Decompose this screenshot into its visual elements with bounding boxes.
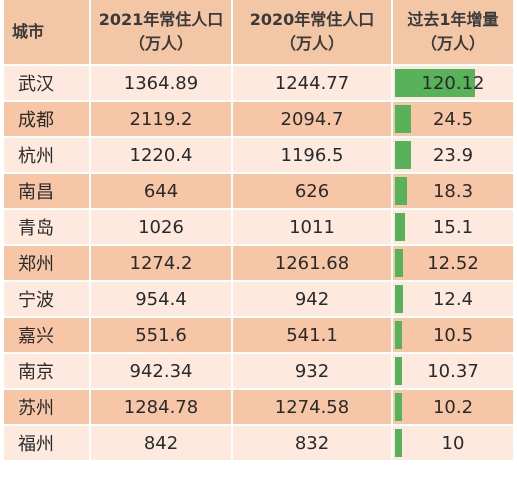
city-cell: 苏州 (4, 390, 91, 426)
city-cell: 成都 (4, 102, 91, 138)
pop-2020-cell: 832 (233, 426, 393, 462)
pop-2021-cell: 1364.89 (91, 66, 233, 102)
increase-bar (395, 249, 404, 277)
table-row: 苏州 1284.78 1274.58 10.2 (4, 390, 513, 426)
pop-2021-cell: 942.34 (91, 354, 233, 390)
increase-cell: 12.52 (393, 246, 513, 282)
header-row: 城市 2021年常住人口 （万人） 2020年常住人口 （万人） 过去1年增量 … (4, 0, 513, 66)
pop-2021-cell: 954.4 (91, 282, 233, 318)
pop-2021-cell: 1284.78 (91, 390, 233, 426)
pop-2021-cell: 644 (91, 174, 233, 210)
pop-2020-cell: 1274.58 (233, 390, 393, 426)
pop-2021-cell: 842 (91, 426, 233, 462)
city-cell: 青岛 (4, 210, 91, 246)
city-cell: 武汉 (4, 66, 91, 102)
increase-bar (395, 213, 406, 241)
increase-bar (395, 357, 402, 385)
increase-value: 10.5 (432, 324, 474, 346)
increase-value: 12.4 (432, 288, 474, 310)
pop-2021-cell: 2119.2 (91, 102, 233, 138)
pop-2021-cell: 1220.4 (91, 138, 233, 174)
population-table: 城市 2021年常住人口 （万人） 2020年常住人口 （万人） 过去1年增量 … (4, 0, 513, 462)
table-row: 南昌 644 626 18.3 (4, 174, 513, 210)
increase-bar (395, 429, 402, 457)
table-body: 武汉 1364.89 1244.77 120.12 成都 2119.2 2094.7 24.5… (4, 66, 513, 462)
city-cell: 郑州 (4, 246, 91, 282)
increase-cell: 23.9 (393, 138, 513, 174)
increase-bar (395, 177, 408, 205)
header-pop-2021-line1: 2021年常住人口 (98, 10, 224, 29)
pop-2020-cell: 2094.7 (233, 102, 393, 138)
table-row: 郑州 1274.2 1261.68 12.52 (4, 246, 513, 282)
increase-cell: 10.2 (393, 390, 513, 426)
header-increase-line1: 过去1年增量 (407, 10, 499, 29)
increase-bar (395, 105, 412, 133)
table-row: 成都 2119.2 2094.7 24.5 (4, 102, 513, 138)
increase-value: 24.5 (432, 108, 474, 130)
increase-value: 10.37 (427, 360, 479, 382)
header-pop-2021: 2021年常住人口 （万人） (91, 0, 233, 66)
increase-value: 12.52 (427, 252, 479, 274)
table-row: 宁波 954.4 942 12.4 (4, 282, 513, 318)
header-pop-2021-line2: （万人） (128, 34, 193, 53)
increase-value: 10 (441, 432, 465, 454)
table-header: 城市 2021年常住人口 （万人） 2020年常住人口 （万人） 过去1年增量 … (4, 0, 513, 66)
pop-2020-cell: 1011 (233, 210, 393, 246)
increase-value: 120.12 (421, 72, 485, 94)
increase-bar (395, 321, 402, 349)
pop-2020-cell: 1244.77 (233, 66, 393, 102)
table-row: 武汉 1364.89 1244.77 120.12 (4, 66, 513, 102)
increase-value: 15.1 (432, 216, 474, 238)
increase-cell: 10 (393, 426, 513, 462)
pop-2020-cell: 541.1 (233, 318, 393, 354)
table-row: 杭州 1220.4 1196.5 23.9 (4, 138, 513, 174)
increase-bar (395, 393, 402, 421)
header-pop-2020: 2020年常住人口 （万人） (233, 0, 393, 66)
city-cell: 南昌 (4, 174, 91, 210)
pop-2020-cell: 1196.5 (233, 138, 393, 174)
increase-cell: 12.4 (393, 282, 513, 318)
header-pop-2020-line2: （万人） (279, 34, 344, 53)
increase-value: 10.2 (432, 396, 474, 418)
pop-2021-cell: 1026 (91, 210, 233, 246)
increase-cell: 120.12 (393, 66, 513, 102)
increase-cell: 10.37 (393, 354, 513, 390)
table-row: 嘉兴 551.6 541.1 10.5 (4, 318, 513, 354)
increase-cell: 15.1 (393, 210, 513, 246)
increase-cell: 10.5 (393, 318, 513, 354)
pop-2020-cell: 932 (233, 354, 393, 390)
header-city-text: 城市 (12, 22, 45, 41)
pop-2021-cell: 1274.2 (91, 246, 233, 282)
header-pop-2020-line1: 2020年常住人口 (249, 10, 375, 29)
increase-value: 18.3 (432, 180, 474, 202)
city-cell: 嘉兴 (4, 318, 91, 354)
increase-cell: 18.3 (393, 174, 513, 210)
increase-bar (395, 69, 475, 97)
header-increase: 过去1年增量 （万人） (393, 0, 513, 66)
city-cell: 南京 (4, 354, 91, 390)
header-city: 城市 (4, 0, 91, 66)
pop-2020-cell: 1261.68 (233, 246, 393, 282)
increase-cell: 24.5 (393, 102, 513, 138)
city-cell: 杭州 (4, 138, 91, 174)
city-cell: 宁波 (4, 282, 91, 318)
pop-2020-cell: 626 (233, 174, 393, 210)
table-row: 南京 942.34 932 10.37 (4, 354, 513, 390)
increase-bar (395, 285, 404, 313)
pop-2021-cell: 551.6 (91, 318, 233, 354)
pop-2020-cell: 942 (233, 282, 393, 318)
increase-bar (395, 141, 411, 169)
table-row: 福州 842 832 10 (4, 426, 513, 462)
increase-value: 23.9 (432, 144, 474, 166)
city-cell: 福州 (4, 426, 91, 462)
header-increase-line2: （万人） (420, 34, 485, 53)
table-row: 青岛 1026 1011 15.1 (4, 210, 513, 246)
